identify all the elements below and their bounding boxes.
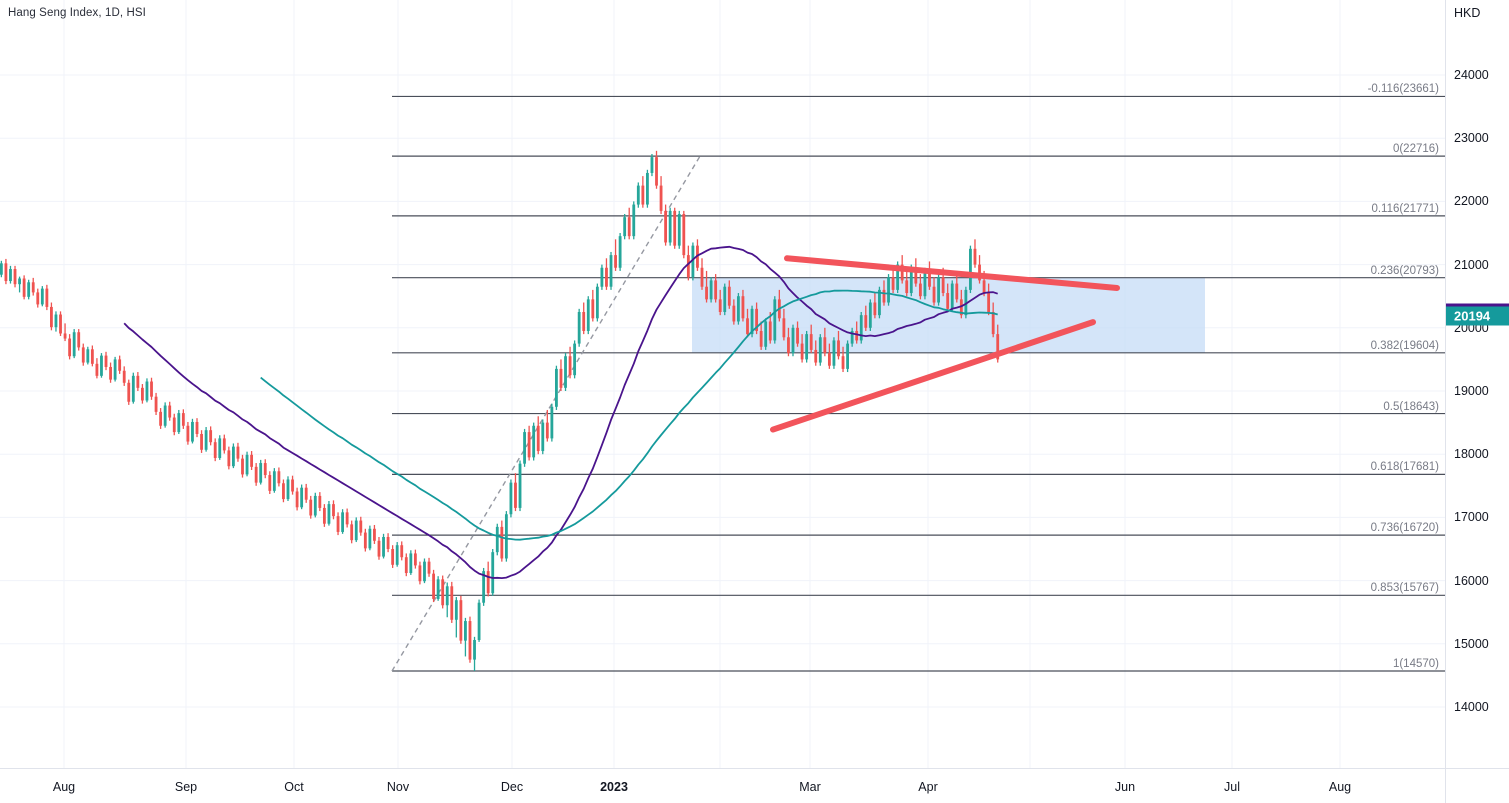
price-tick-17000: 17000: [1454, 510, 1489, 525]
time-axis[interactable]: Aug Sep Oct Nov Dec 2023 Mar Apr Jun Jul Aug: [0, 768, 1509, 803]
price-tick-16000: 16000: [1454, 573, 1489, 588]
time-tick-Apr: Apr: [918, 780, 938, 794]
fib-label-0.116: 0.116(21771): [1371, 202, 1439, 215]
fib-label-0.618: 0.618(17681): [1370, 461, 1439, 474]
price-tick-24000: 24000: [1454, 68, 1489, 82]
ma-fast-line: [260, 289, 998, 541]
ascending-support: [770, 319, 1096, 433]
descending-resistance: [784, 255, 1120, 291]
price-tick-21000: 21000: [1454, 257, 1489, 272]
price-tick-14000: 14000: [1454, 700, 1489, 714]
fib-label-0.5: 0.5(18643): [1383, 400, 1439, 413]
time-tick-Dec: Dec: [500, 780, 524, 794]
time-tick-Sep: Sep: [174, 780, 198, 794]
symbol-title: Hang Seng Index, 1D, HSI: [8, 7, 146, 19]
fib-label--0.116: -0.116(23661): [1367, 83, 1439, 96]
time-tick-Jun: Jun: [1114, 780, 1136, 794]
fib-label-0.236: 0.236(20793): [1370, 264, 1439, 277]
time-tick-Aug: Aug: [1328, 780, 1352, 794]
grid-lines: [0, 0, 1445, 768]
price-tick-23000: 23000: [1454, 131, 1489, 146]
fib-label-0.853: 0.853(15767): [1370, 582, 1439, 595]
fibonacci-levels: [392, 95, 1445, 672]
price-axis[interactable]: HKD 24000 23000 22000 21000 20000 19000 18000 1…: [1445, 0, 1509, 768]
price-tick-18000: 18000: [1454, 447, 1489, 462]
ma-teal-price-badge: 20194: [1446, 306, 1509, 326]
price-tick-19000: 19000: [1454, 384, 1489, 398]
ma-slow-line: [123, 245, 998, 579]
currency-label: HKD: [1454, 6, 1481, 20]
price-tick-22000: 22000: [1454, 194, 1489, 209]
fib-label-0.736: 0.736(16720): [1370, 522, 1439, 535]
fib-label-1: 1(14570): [1392, 657, 1439, 670]
time-tick-Jul: Jul: [1224, 780, 1240, 794]
time-tick-Aug: Aug: [52, 780, 76, 794]
chart-canvas: [0, 0, 1445, 768]
price-tick-15000: 15000: [1454, 636, 1489, 651]
consolidation-range-box: [692, 277, 1205, 353]
chart-plot-area[interactable]: -0.116(23661) 0(22716) 0.116(21771) 0.236(2…: [0, 0, 1445, 768]
axis-corner: [1445, 769, 1509, 803]
time-tick-Nov: Nov: [386, 780, 410, 794]
time-tick-Mar: Mar: [799, 780, 821, 794]
fib-label-0.382: 0.382(19604): [1370, 339, 1439, 352]
candlestick-series: [0, 150, 1000, 671]
fib-label-0: 0(22716): [1392, 143, 1439, 156]
time-tick-2023: 2023: [600, 780, 628, 794]
time-tick-Oct: Oct: [284, 780, 304, 794]
